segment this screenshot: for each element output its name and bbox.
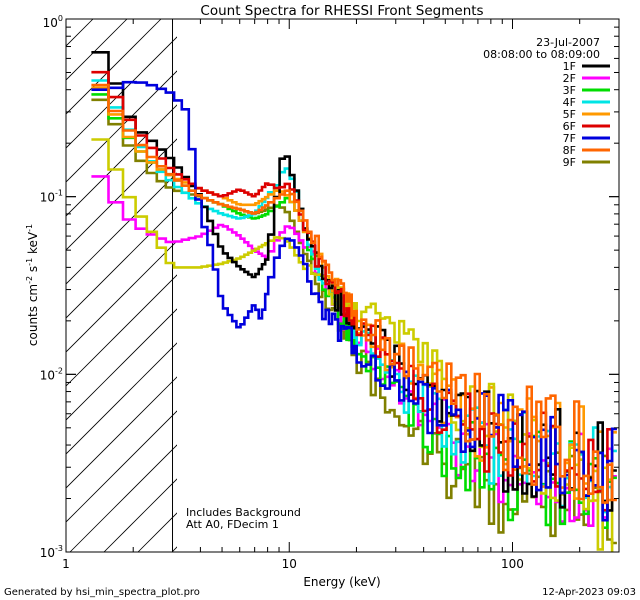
plot-frame xyxy=(65,18,620,553)
annotation-attenuator: Att A0, FDecim 1 xyxy=(186,518,279,531)
hatch-line xyxy=(66,19,94,47)
ylabel-part-1: -2 xyxy=(25,276,34,284)
legend-label-5F: 5F xyxy=(563,108,576,121)
y-tick-base: 10 xyxy=(40,546,55,560)
hatch-line xyxy=(66,410,177,523)
hatch-line xyxy=(103,478,177,552)
annotation-background: Includes Background xyxy=(186,506,301,519)
hatch-line xyxy=(66,19,162,115)
x-tick-label: 100 xyxy=(501,557,524,571)
hatch-line xyxy=(66,172,177,285)
date-label: 23-Jul-2007 xyxy=(536,36,600,49)
y-tick-exponent: -1 xyxy=(55,189,63,198)
y-tick-label: 100 xyxy=(43,14,63,30)
series-line-5F xyxy=(91,86,617,505)
ylabel-part-5: -1 xyxy=(25,224,34,232)
ylabel-part-3: -1 xyxy=(25,258,34,266)
hatch-line xyxy=(66,308,177,421)
legend-label-7F: 7F xyxy=(563,132,576,145)
legend-label-6F: 6F xyxy=(563,120,576,133)
legend-label-8F: 8F xyxy=(563,144,576,157)
hatch-line xyxy=(66,342,177,455)
hatch-line xyxy=(69,444,177,552)
x-tick-label: 10 xyxy=(282,557,297,571)
legend-label-1F: 1F xyxy=(563,60,576,73)
legend-label-2F: 2F xyxy=(563,72,576,85)
footer-generated-by: Generated by hsi_min_spectra_plot.pro xyxy=(4,587,200,598)
x-tick-label: 1 xyxy=(62,557,70,571)
hatch-line xyxy=(66,104,177,217)
y-tick-exponent: -2 xyxy=(55,366,63,375)
x-axis-label: Energy (keV) xyxy=(303,575,380,589)
series-line-7F xyxy=(91,80,617,522)
hatch-line xyxy=(66,376,177,489)
y-tick-base: 10 xyxy=(40,191,55,205)
ylabel-part-4: keV xyxy=(26,231,40,258)
y-tick-exponent: -3 xyxy=(55,544,63,553)
hatch-line xyxy=(66,274,177,387)
hatched-region xyxy=(66,19,177,552)
series-line-8F xyxy=(91,83,617,504)
hatch-line xyxy=(66,240,177,353)
y-tick-exponent: 0 xyxy=(58,14,63,23)
series-layer xyxy=(91,51,617,552)
series-line-yellow xyxy=(91,138,614,552)
hatch-line xyxy=(66,206,177,319)
axis-ticks xyxy=(65,18,620,553)
time-range-label: 08:08:00 to 08:09:00 xyxy=(483,48,600,61)
footer-timestamp: 12-Apr-2023 09:03 xyxy=(542,587,636,598)
y-tick-base: 10 xyxy=(40,368,55,382)
y-tick-label: 10-1 xyxy=(40,189,63,205)
hatch-line xyxy=(66,36,177,149)
y-tick-base: 10 xyxy=(43,16,58,30)
legend-label-9F: 9F xyxy=(563,156,576,169)
legend-label-4F: 4F xyxy=(563,96,576,109)
ylabel-part-0: counts cm xyxy=(26,284,40,346)
y-axis-label: counts cm-2 s-1 keV-1 xyxy=(25,224,40,346)
x-tick-labels: 1 10 100 xyxy=(62,557,524,571)
legend-label-3F: 3F xyxy=(563,84,576,97)
ylabel-part-2: s xyxy=(26,266,40,276)
chart-title: Count Spectra for RHESSI Front Segments xyxy=(200,3,483,19)
y-tick-label: 10-3 xyxy=(40,544,63,560)
series-line-6F xyxy=(91,70,617,512)
y-tick-label: 10-2 xyxy=(40,366,63,382)
hatch-line xyxy=(66,70,177,183)
